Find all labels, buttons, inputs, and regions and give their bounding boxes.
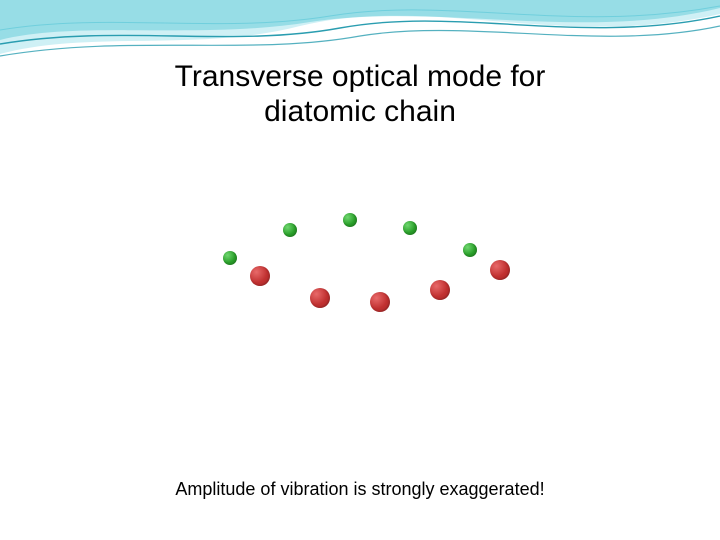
wave-line-3 bbox=[0, 6, 720, 30]
atom-small bbox=[463, 243, 477, 257]
atom-small bbox=[283, 223, 297, 237]
diatomic-chain-diagram bbox=[200, 180, 520, 340]
atom-large bbox=[310, 288, 330, 308]
title-line-2: diatomic chain bbox=[264, 95, 456, 128]
wave-fill-mid bbox=[0, 0, 720, 40]
atom-large bbox=[250, 266, 270, 286]
slide: Transverse optical mode for diatomic cha… bbox=[0, 0, 720, 540]
wave-line-2 bbox=[0, 26, 720, 56]
slide-title: Transverse optical mode for diatomic cha… bbox=[0, 60, 720, 129]
atom-large bbox=[370, 292, 390, 312]
wave-fill-light bbox=[0, 0, 720, 54]
slide-caption: Amplitude of vibration is strongly exagg… bbox=[0, 479, 720, 500]
atom-small bbox=[343, 213, 357, 227]
title-line-1: Transverse optical mode for bbox=[175, 60, 546, 93]
wave-line-1 bbox=[0, 16, 720, 44]
atom-small bbox=[403, 221, 417, 235]
atom-large bbox=[490, 260, 510, 280]
atom-large bbox=[430, 280, 450, 300]
atom-small bbox=[223, 251, 237, 265]
